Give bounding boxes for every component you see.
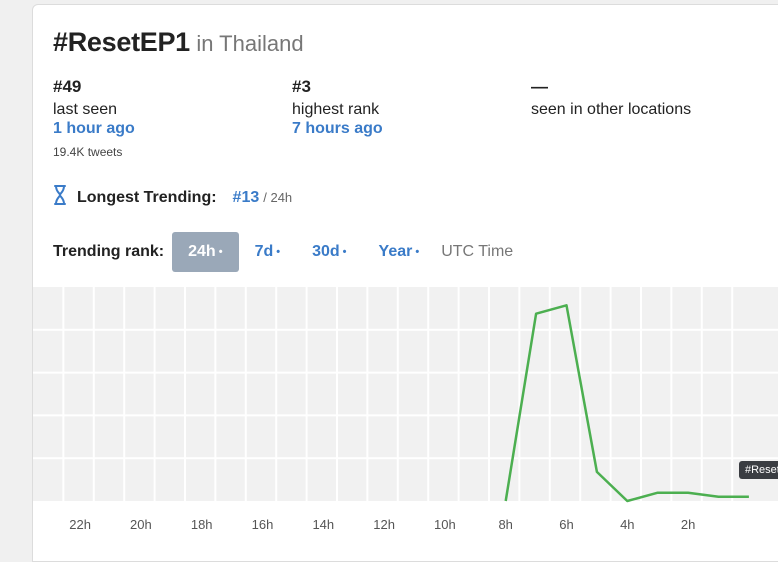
tweet-count: 19.4K tweets [53, 145, 123, 159]
trend-rank-chart: 22h 20h 18h 16h 14h 12h 10h 8h 6h 4h 2h [33, 287, 778, 532]
range-year-button[interactable]: Year • [363, 232, 436, 272]
stat-other-locations: — seen in other locations [531, 77, 691, 119]
range-24h-label: 24h [188, 243, 216, 261]
other-locations-label: seen in other locations [531, 101, 692, 118]
chart-tooltip: #ResetEP1 [739, 461, 778, 479]
highest-rank-label: highest rank [292, 101, 380, 118]
longest-trending-rank[interactable]: #13 [232, 188, 260, 206]
range-24h-dot: • [218, 246, 223, 258]
trend-card: #ResetEP1 in Thailand #49 last seen 1 ho… [32, 4, 778, 562]
trending-rank-label: Trending rank: [53, 243, 165, 260]
page-title: #ResetEP1 in Thailand [53, 27, 304, 58]
x-tick-label: 22h [69, 517, 91, 532]
timezone-label: UTC Time [441, 243, 514, 260]
last-seen-time-link[interactable]: 1 hour ago [53, 120, 135, 137]
range-7d-label: 7d [254, 243, 274, 261]
rank-series-line [504, 304, 749, 503]
longest-trending-duration: / 24h [263, 190, 293, 205]
range-year-label: Year [378, 243, 413, 261]
longest-trending: Longest Trending: #13 / 24h [53, 185, 292, 210]
location-text: in Thailand [196, 31, 304, 56]
x-tick-label: 4h [620, 517, 634, 532]
other-locations-value: — [531, 77, 548, 96]
longest-trending-label: Longest Trending: [77, 188, 217, 206]
stat-last-seen: #49 last seen 1 hour ago 19.4K tweets [53, 77, 135, 159]
hourglass-icon [53, 185, 67, 210]
x-tick-label: 18h [191, 517, 213, 532]
range-24h-button[interactable]: 24h • [172, 232, 239, 272]
range-30d-dot: • [342, 246, 347, 258]
last-seen-rank: #49 [53, 77, 82, 96]
last-seen-label: last seen [53, 101, 118, 118]
hashtag-title: #ResetEP1 [53, 27, 190, 57]
x-tick-label: 6h [559, 517, 573, 532]
chart-plot-area [33, 287, 778, 501]
stat-highest-rank: #3 highest rank 7 hours ago [292, 77, 383, 138]
x-tick-label: 8h [498, 517, 512, 532]
range-selector: Trending rank: 24h • 7d • 30d • Year • UTC T… [53, 232, 513, 272]
x-tick-label: 10h [434, 517, 456, 532]
range-7d-dot: • [276, 246, 281, 258]
x-tick-label: 12h [373, 517, 395, 532]
x-tick-label: 2h [681, 517, 695, 532]
range-30d-label: 30d [312, 243, 340, 261]
range-30d-button[interactable]: 30d • [296, 232, 362, 272]
highest-rank-value: #3 [292, 77, 311, 96]
x-tick-label: 14h [312, 517, 334, 532]
x-tick-label: 16h [252, 517, 274, 532]
range-year-dot: • [415, 246, 420, 258]
highest-rank-time-link[interactable]: 7 hours ago [292, 120, 383, 137]
range-7d-button[interactable]: 7d • [239, 232, 297, 272]
x-tick-label: 20h [130, 517, 152, 532]
